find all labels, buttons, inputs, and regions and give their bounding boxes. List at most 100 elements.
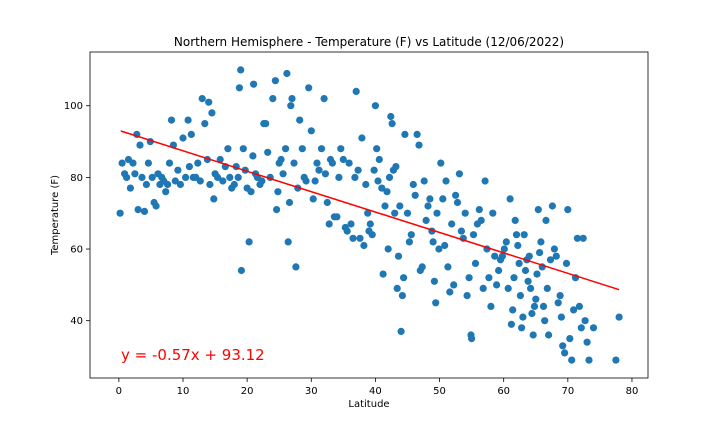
data-point [174, 166, 182, 174]
data-point [413, 130, 421, 138]
data-point [520, 231, 528, 239]
data-point [184, 116, 192, 124]
data-point [536, 249, 544, 257]
data-point [479, 284, 487, 292]
data-point [366, 220, 374, 228]
data-point [381, 202, 389, 210]
data-point [397, 327, 405, 335]
data-point [206, 180, 214, 189]
x-tick-label: 10 [177, 386, 190, 397]
data-point [518, 324, 526, 332]
data-point [374, 177, 382, 185]
data-point [519, 313, 527, 321]
data-point [205, 98, 213, 106]
data-point [612, 356, 620, 364]
data-point [545, 331, 553, 339]
data-point [468, 335, 476, 343]
regression-line [120, 130, 620, 291]
data-point [262, 120, 270, 128]
data-point [583, 338, 591, 346]
data-point [430, 277, 438, 285]
data-point [400, 274, 408, 282]
data-point [182, 173, 190, 181]
data-point [514, 241, 522, 250]
data-point [525, 252, 533, 260]
data-point [347, 220, 355, 228]
data-point [214, 173, 222, 181]
x-tick-label: 80 [626, 386, 639, 397]
data-point [201, 120, 209, 128]
x-tick-label: 60 [497, 386, 510, 397]
data-point [452, 191, 460, 199]
data-point [349, 234, 357, 242]
data-point [392, 163, 400, 171]
data-point [274, 188, 282, 196]
data-point [405, 238, 413, 246]
data-point [415, 141, 423, 149]
data-point [162, 188, 170, 196]
data-point [364, 209, 372, 217]
data-point [444, 263, 452, 271]
data-point [351, 173, 359, 181]
data-point [131, 170, 139, 178]
data-point [354, 166, 362, 174]
data-point [585, 356, 593, 364]
data-point [391, 209, 399, 217]
data-point [615, 313, 623, 321]
data-point [537, 238, 545, 246]
data-point [424, 202, 432, 210]
data-point [564, 206, 572, 214]
data-point [307, 127, 315, 135]
data-point [140, 207, 149, 215]
data-point [277, 155, 285, 164]
data-point [337, 145, 345, 153]
data-point [559, 342, 567, 350]
data-point [475, 206, 483, 214]
data-point [371, 102, 379, 110]
data-point [237, 266, 245, 275]
y-tick-label: 60 [70, 245, 83, 256]
data-point [457, 227, 465, 235]
data-point [407, 231, 415, 239]
data-point [288, 95, 296, 103]
data-point [258, 177, 266, 185]
x-tick-label: 50 [433, 386, 446, 397]
data-point [179, 134, 187, 142]
data-point [383, 188, 391, 196]
data-point [446, 288, 454, 296]
data-point [315, 166, 323, 174]
data-point [411, 191, 419, 199]
data-point [144, 159, 152, 167]
data-point [500, 245, 508, 253]
data-point [370, 166, 378, 174]
data-point [129, 159, 137, 167]
data-point [579, 234, 587, 242]
data-point [566, 335, 574, 343]
y-tick-label: 80 [70, 173, 83, 184]
data-point [298, 145, 306, 153]
data-point [384, 245, 392, 253]
data-point [409, 180, 417, 189]
data-point [116, 209, 124, 217]
data-point [489, 209, 497, 217]
data-point [264, 148, 272, 156]
data-point [495, 266, 503, 275]
data-point [469, 231, 478, 239]
data-point [510, 274, 518, 282]
data-point [502, 238, 510, 246]
data-point [136, 141, 144, 149]
data-point [118, 159, 126, 167]
data-point [394, 252, 403, 260]
data-point [167, 116, 176, 124]
data-point [516, 292, 525, 300]
data-point [450, 281, 458, 289]
data-point [285, 198, 294, 207]
data-point [245, 238, 253, 246]
data-point [481, 177, 489, 185]
data-point [148, 173, 156, 181]
data-point [534, 206, 542, 214]
data-point [533, 270, 541, 278]
data-point [401, 130, 409, 138]
data-point [317, 145, 326, 153]
